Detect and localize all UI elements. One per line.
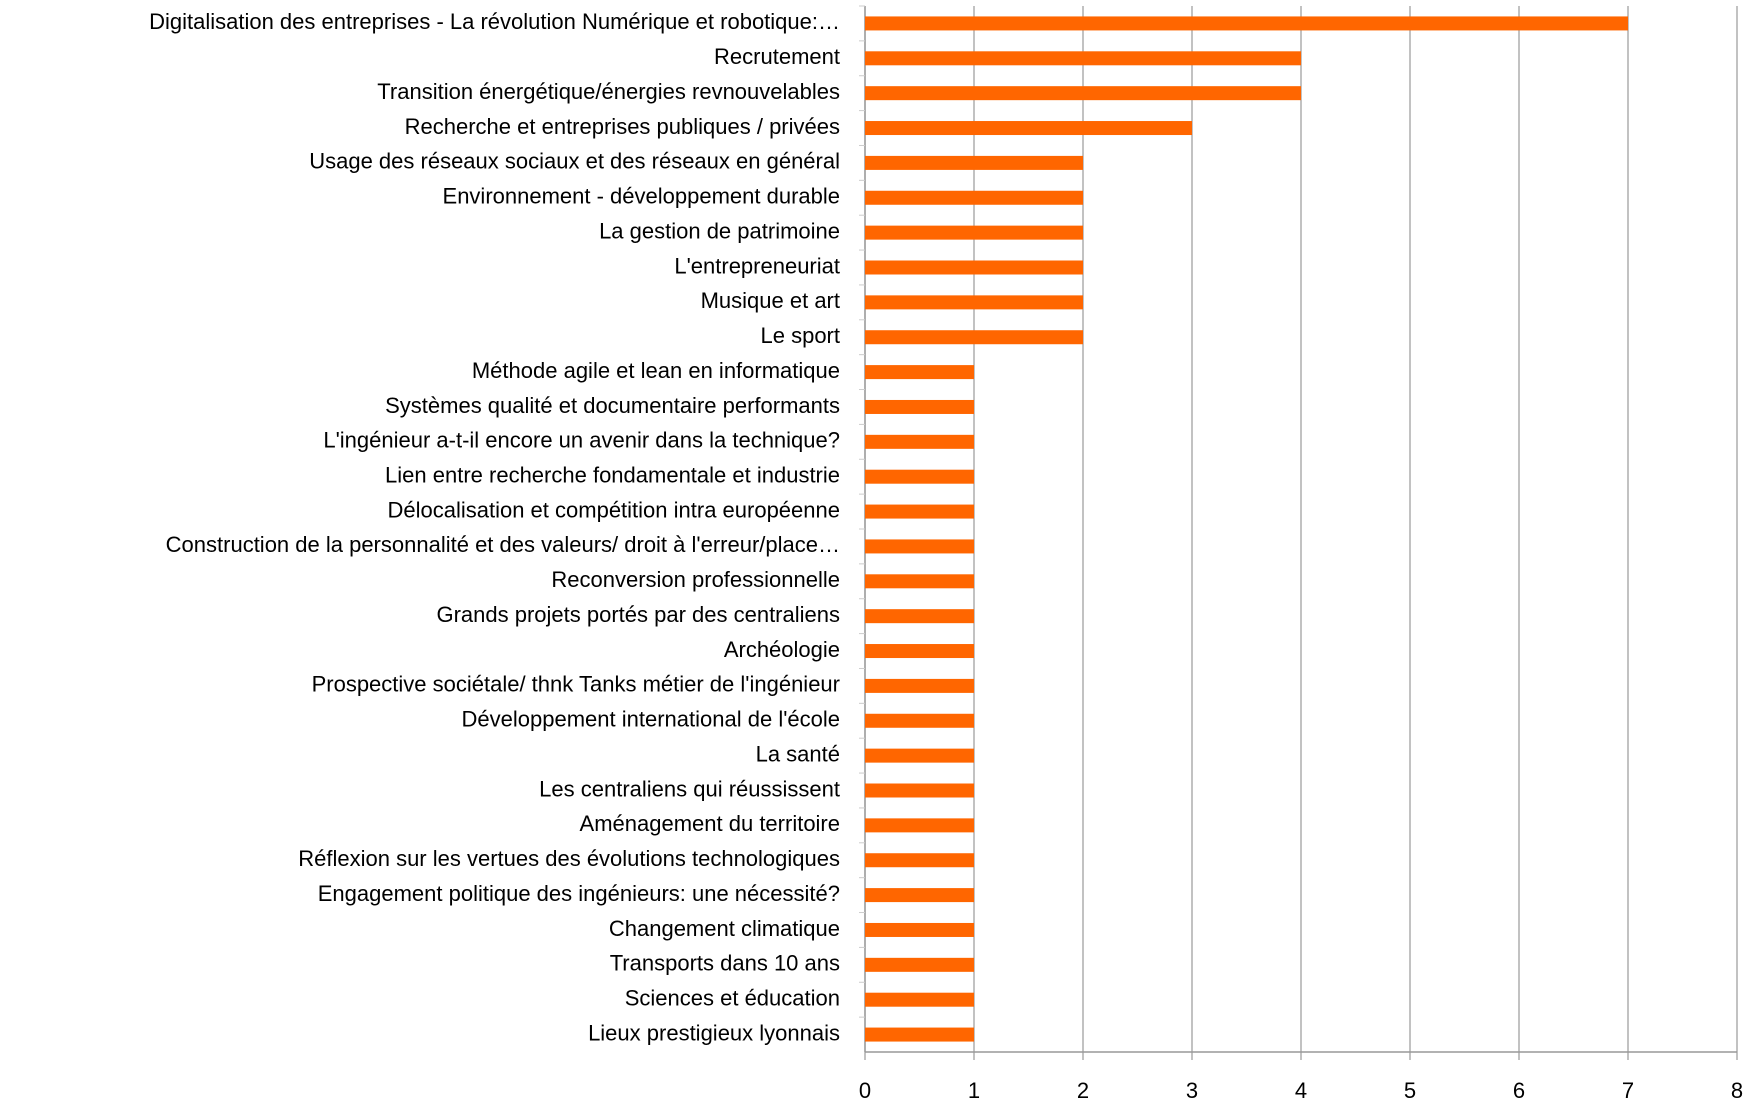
- bar: [865, 504, 974, 519]
- bar: [865, 155, 1083, 170]
- y-tick-label: Lien entre recherche fondamentale et ind…: [385, 463, 840, 488]
- bar: [865, 539, 974, 554]
- y-tick-label: Usage des réseaux sociaux et des réseaux…: [309, 149, 840, 174]
- bar: [865, 992, 974, 1007]
- y-tick-label: Le sport: [761, 323, 841, 348]
- x-tick-label: 0: [859, 1078, 871, 1103]
- y-tick-label: Développement international de l'école: [462, 707, 840, 732]
- x-tick-label: 4: [1295, 1078, 1307, 1103]
- y-tick-label: Musique et art: [701, 288, 840, 313]
- bar: [865, 609, 974, 624]
- x-tick-label: 1: [968, 1078, 980, 1103]
- y-tick-label: Changement climatique: [609, 916, 840, 941]
- y-tick-label: Réflexion sur les vertues des évolutions…: [298, 846, 840, 871]
- bar: [865, 748, 974, 763]
- x-tick-label: 3: [1186, 1078, 1198, 1103]
- y-tick-label: Aménagement du territoire: [580, 811, 840, 836]
- bar: [865, 783, 974, 798]
- y-tick-label: Lieux prestigieux lyonnais: [588, 1020, 840, 1045]
- x-tick-label: 8: [1731, 1078, 1743, 1103]
- y-tick-label: La gestion de patrimoine: [599, 218, 840, 243]
- y-tick-label: Construction de la personnalité et des v…: [166, 532, 840, 557]
- bar: [865, 853, 974, 868]
- y-tick-label: Engagement politique des ingénieurs: une…: [318, 881, 840, 906]
- bar: [865, 574, 974, 589]
- y-tick-label: Les centraliens qui réussissent: [539, 776, 840, 801]
- bar: [865, 888, 974, 903]
- y-tick-label: Sciences et éducation: [625, 986, 840, 1011]
- y-tick-label: Recherche et entreprises publiques / pri…: [405, 114, 840, 139]
- bar: [865, 399, 974, 414]
- bar: [865, 365, 974, 380]
- y-tick-label: Recrutement: [714, 44, 840, 69]
- bar: [865, 713, 974, 728]
- bar: [865, 225, 1083, 240]
- y-tick-label: Digitalisation des entreprises - La révo…: [149, 9, 840, 34]
- y-tick-label: Systèmes qualité et documentaire perform…: [385, 393, 840, 418]
- y-tick-label: L'entrepreneuriat: [674, 253, 840, 278]
- bar: [865, 922, 974, 937]
- y-tick-label: Grands projets portés par des centralien…: [436, 602, 840, 627]
- bar: [865, 1027, 974, 1042]
- bar: [865, 469, 974, 484]
- y-tick-label: Délocalisation et compétition intra euro…: [387, 497, 840, 522]
- bar: [865, 260, 1083, 275]
- bar: [865, 121, 1192, 136]
- y-tick-label: Méthode agile et lean en informatique: [472, 358, 840, 383]
- bar: [865, 818, 974, 833]
- x-tick-label: 5: [1404, 1078, 1416, 1103]
- bar: [865, 190, 1083, 205]
- bar: [865, 434, 974, 449]
- bar: [865, 957, 974, 972]
- bar: [865, 678, 974, 693]
- y-tick-label: Prospective sociétale/ thnk Tanks métier…: [312, 672, 840, 697]
- bar: [865, 51, 1301, 66]
- x-tick-label: 6: [1513, 1078, 1525, 1103]
- y-tick-label: La santé: [756, 741, 840, 766]
- bar: [865, 644, 974, 659]
- y-tick-label: Reconversion professionnelle: [551, 567, 840, 592]
- y-tick-label: Transports dans 10 ans: [610, 951, 840, 976]
- y-tick-label: L'ingénieur a-t-il encore un avenir dans…: [323, 428, 840, 453]
- bar: [865, 295, 1083, 310]
- x-tick-label: 2: [1077, 1078, 1089, 1103]
- x-tick-label: 7: [1622, 1078, 1634, 1103]
- y-tick-label: Environnement - développement durable: [443, 184, 840, 209]
- bar: [865, 330, 1083, 345]
- bar: [865, 16, 1628, 31]
- y-tick-label: Archéologie: [724, 637, 840, 662]
- y-tick-label: Transition énergétique/énergies revnouve…: [377, 79, 840, 104]
- bar: [865, 86, 1301, 101]
